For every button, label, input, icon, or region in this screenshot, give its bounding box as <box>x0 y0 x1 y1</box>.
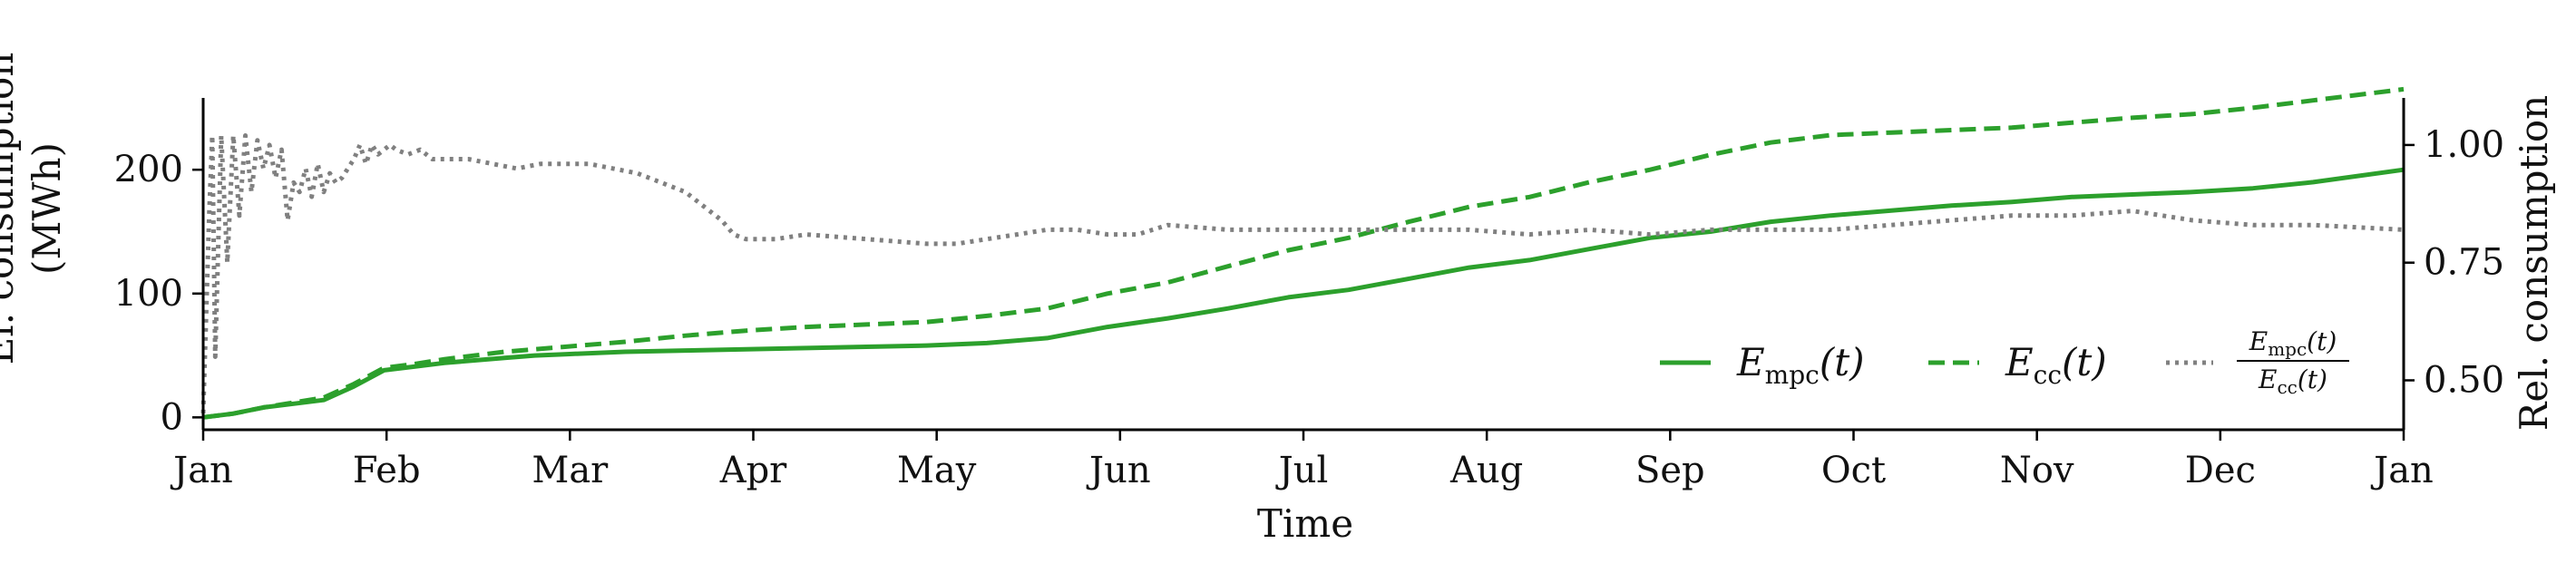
y-left-tick-label: 200 <box>114 149 183 190</box>
plot-area <box>200 86 2405 420</box>
y-axis-label-left-line2: (MWh) <box>24 142 69 275</box>
x-tick-label: Aug <box>1449 450 1523 491</box>
x-tick-label: Jan <box>2370 450 2434 491</box>
y-right-tick-label: 1.00 <box>2424 124 2504 166</box>
series-line-ratio <box>200 133 2405 413</box>
series-line-mpc <box>202 167 2405 420</box>
x-tick-label: Nov <box>2000 450 2074 491</box>
legend-label-cc: Ecc(t) <box>2005 340 2107 390</box>
y-left-tick-label: 100 <box>114 273 183 315</box>
y-axis-label-right: Rel. consumption <box>2512 95 2556 431</box>
y-left-tick-label: 0 <box>161 396 183 438</box>
y-right-tick-label: 0.50 <box>2424 359 2504 401</box>
legend: Empc(t) Ecc(t) Empc(t) Ecc(t) <box>1660 326 2349 398</box>
x-tick-label: Oct <box>1821 450 1886 491</box>
axes: Jan Feb Mar Apr May Jun Jul Aug Sep Oct Nov Dec Jan 0… <box>114 98 2504 491</box>
legend-label-ratio-numerator: Empc(t) <box>2249 326 2337 360</box>
y-axis-label-left-line1: El. consumption <box>0 53 22 365</box>
x-tick-label: Jul <box>1275 450 1329 491</box>
x-tick-label: Feb <box>353 450 421 491</box>
series-line-cc <box>202 86 2405 420</box>
x-axis-label: Time <box>1257 501 1353 546</box>
x-tick-label: Dec <box>2185 450 2256 491</box>
x-tick-label: Jan <box>170 450 233 491</box>
x-tick-label: Jun <box>1086 450 1151 491</box>
legend-label-ratio-denominator: Ecc(t) <box>2258 364 2327 398</box>
y-right-tick-label: 0.75 <box>2424 242 2504 284</box>
x-tick-label: Sep <box>1635 450 1705 491</box>
x-tick-label: Mar <box>532 450 609 491</box>
x-tick-label: May <box>897 450 977 491</box>
legend-label-mpc: Empc(t) <box>1736 340 1864 390</box>
x-tick-label: Apr <box>719 450 787 491</box>
